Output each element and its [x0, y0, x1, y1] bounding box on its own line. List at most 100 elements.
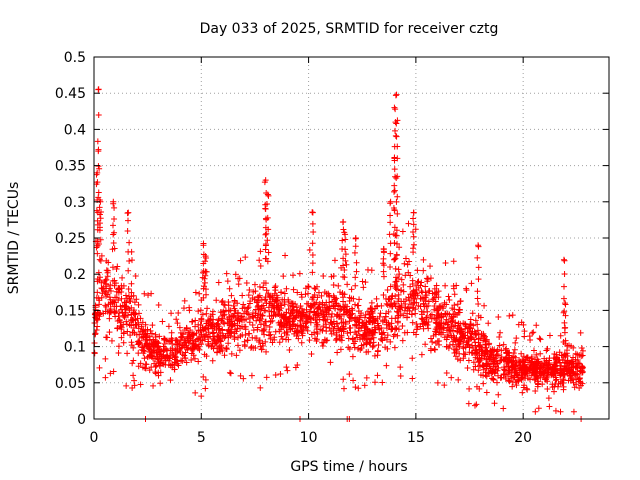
data-point: [116, 317, 123, 324]
x-tick-label: 5: [197, 430, 206, 446]
data-point: [132, 310, 139, 317]
data-point: [532, 388, 539, 395]
data-point: [286, 347, 293, 354]
data-point: [304, 318, 311, 325]
data-point: [306, 247, 313, 254]
data-point: [384, 286, 391, 293]
data-point: [371, 324, 378, 331]
data-point: [271, 284, 278, 291]
data-point: [174, 338, 181, 345]
data-point: [311, 308, 318, 315]
data-point: [431, 285, 438, 292]
data-point: [94, 276, 101, 283]
data-point: [196, 341, 203, 348]
data-point: [238, 313, 245, 320]
data-point: [309, 252, 316, 259]
data-point: [480, 372, 487, 379]
data-point: [386, 323, 393, 330]
data-point: [334, 321, 341, 328]
data-point: [520, 321, 527, 328]
data-point: [241, 323, 248, 330]
data-point: [313, 336, 320, 343]
data-point: [400, 288, 407, 295]
data-point: [243, 280, 250, 287]
data-point: [570, 354, 577, 361]
data-point: [418, 288, 425, 295]
data-point: [432, 331, 439, 338]
data-point: [200, 242, 207, 249]
data-point: [115, 343, 122, 350]
data-point: [388, 315, 395, 322]
data-point: [111, 229, 118, 236]
data-point: [333, 313, 340, 320]
data-point: [410, 228, 417, 235]
y-tick-label: 0.45: [55, 86, 86, 102]
data-point: [120, 282, 127, 289]
data-point: [353, 331, 360, 338]
data-point: [474, 288, 481, 295]
data-point: [177, 349, 184, 356]
data-point: [149, 322, 156, 329]
data-point: [561, 371, 568, 378]
data-point: [455, 376, 462, 383]
data-point: [157, 380, 164, 387]
data-point: [202, 253, 209, 260]
data-point: [480, 348, 487, 355]
data-point: [231, 330, 238, 337]
data-point: [267, 318, 274, 325]
data-point: [323, 290, 330, 297]
data-point: [257, 384, 264, 391]
data-point: [364, 325, 371, 332]
data-point: [392, 173, 399, 180]
data-point: [562, 359, 569, 366]
data-point: [570, 344, 577, 351]
data-point: [447, 328, 454, 335]
data-point: [436, 303, 443, 310]
data-point: [108, 337, 115, 344]
data-point: [353, 259, 360, 266]
data-point: [561, 319, 568, 326]
data-point: [409, 319, 416, 326]
data-point: [141, 364, 148, 371]
data-point: [127, 316, 134, 323]
data-point: [391, 182, 398, 189]
data-point: [420, 256, 427, 263]
data-point: [308, 351, 315, 358]
data-point: [164, 354, 171, 361]
data-point: [340, 319, 347, 326]
data-point: [500, 364, 507, 371]
data-point: [418, 311, 425, 318]
data-point: [551, 388, 558, 395]
data-point: [330, 282, 337, 289]
data-point: [92, 330, 99, 337]
data-point: [519, 365, 526, 372]
data-point: [95, 163, 102, 170]
data-point: [234, 342, 241, 349]
data-point: [263, 201, 270, 208]
data-point: [155, 302, 162, 309]
data-point: [410, 221, 417, 228]
data-point: [359, 278, 366, 285]
data-point: [548, 366, 555, 373]
data-point: [544, 371, 551, 378]
data-point: [488, 370, 495, 377]
data-point: [306, 309, 313, 316]
data-point: [346, 297, 353, 304]
data-point: [407, 283, 414, 290]
data-point: [204, 325, 211, 332]
data-point: [391, 155, 398, 162]
data-point: [178, 345, 185, 352]
data-point: [391, 256, 398, 263]
data-point: [560, 256, 567, 263]
data-point: [300, 309, 307, 316]
data-point: [260, 327, 267, 334]
data-point: [110, 368, 117, 375]
data-point: [138, 334, 145, 341]
data-point: [191, 355, 198, 362]
data-point: [318, 292, 325, 299]
data-point: [284, 367, 291, 374]
data-point: [451, 306, 458, 313]
data-point: [226, 285, 233, 292]
data-point: [392, 293, 399, 300]
y-tick-label: 0.3: [64, 195, 86, 211]
